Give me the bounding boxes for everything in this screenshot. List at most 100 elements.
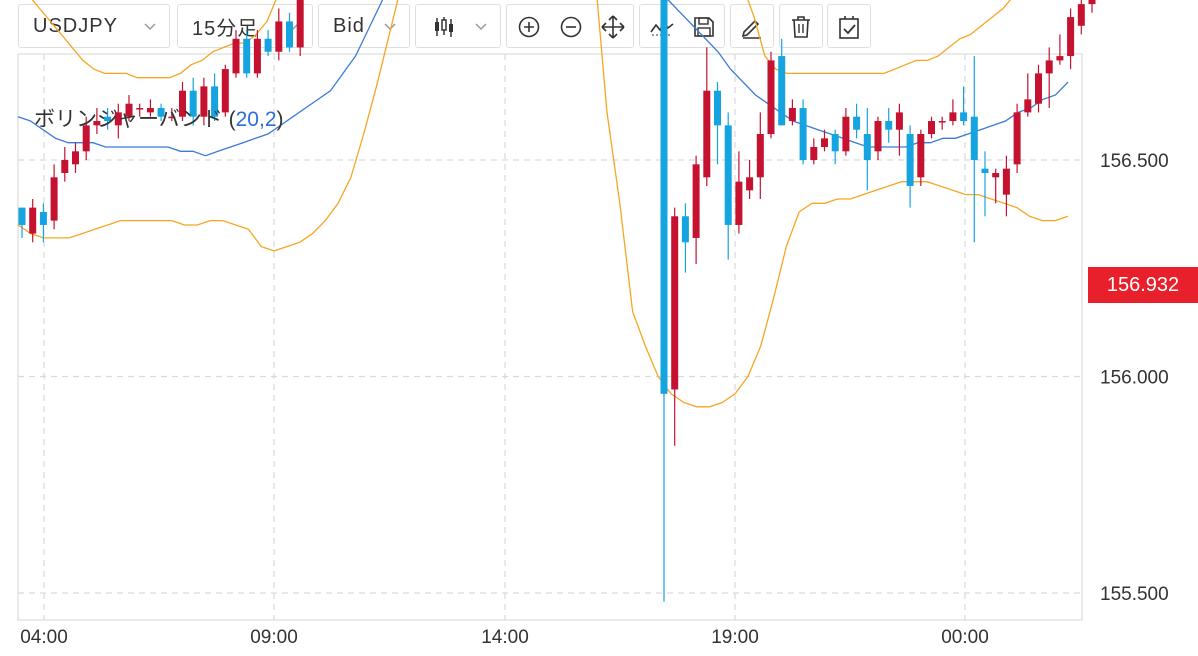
toolbar: USDJPY 15分足 Bid bbox=[0, 0, 1198, 54]
candle-body bbox=[157, 108, 165, 117]
candle-body bbox=[286, 21, 293, 48]
grid-lines bbox=[18, 54, 1082, 620]
candle-body bbox=[146, 108, 154, 113]
candle-body bbox=[253, 38, 261, 74]
zoom-in-icon bbox=[518, 16, 540, 38]
candle-body bbox=[917, 134, 925, 178]
indicator-legend[interactable]: ボリンジャーバンド (20,2) bbox=[34, 108, 284, 131]
x-tick-label: 19:00 bbox=[711, 627, 759, 648]
x-tick-label: 04:00 bbox=[20, 627, 68, 648]
indicator-save-group bbox=[639, 4, 725, 48]
candle-body bbox=[970, 116, 978, 160]
clipboard-wrap bbox=[829, 7, 869, 47]
candle-body bbox=[1035, 73, 1042, 104]
candle-body bbox=[1045, 60, 1053, 74]
timeframe-label: 15分足 bbox=[192, 17, 259, 40]
candle-body bbox=[168, 116, 176, 119]
pencil-wrap bbox=[732, 7, 772, 47]
delete-button[interactable] bbox=[779, 4, 823, 48]
candle-body bbox=[1002, 168, 1010, 195]
candle-body bbox=[778, 56, 786, 126]
candle-body bbox=[960, 112, 968, 122]
candle-body bbox=[211, 86, 219, 117]
candle-body bbox=[928, 121, 935, 135]
candle-body bbox=[831, 134, 839, 152]
candle-body bbox=[660, 0, 668, 394]
candle-body bbox=[114, 112, 122, 126]
candle-body bbox=[1013, 112, 1021, 165]
candle-body bbox=[724, 125, 732, 225]
candle-body bbox=[296, 0, 304, 48]
candle-body bbox=[874, 121, 882, 152]
y-tick-label: 156.500 bbox=[1100, 151, 1169, 172]
candle-body bbox=[799, 108, 807, 160]
candle-body bbox=[93, 121, 101, 126]
chart-type-select[interactable] bbox=[415, 4, 501, 48]
candle-body bbox=[810, 147, 818, 160]
candle-body bbox=[125, 103, 133, 117]
candle-body bbox=[1067, 17, 1075, 57]
clipboard-check-icon bbox=[839, 16, 859, 39]
x-axis-labels: 04:00 09:00 14:00 19:00 00:00 bbox=[20, 627, 989, 648]
trash-wrap bbox=[781, 7, 821, 47]
candle-body bbox=[853, 116, 861, 130]
save-icon bbox=[694, 17, 714, 37]
candle-body bbox=[671, 216, 679, 390]
candle-body bbox=[703, 90, 711, 178]
candle-body bbox=[692, 164, 700, 238]
bollinger-lower-line bbox=[17, 0, 1069, 408]
y-tick-label: 156.000 bbox=[1100, 368, 1169, 389]
indicator-name: ボリンジャーバンド bbox=[34, 108, 223, 131]
candle-body bbox=[39, 211, 47, 225]
zoom-out-icon bbox=[560, 16, 582, 38]
symbol-label: USDJPY bbox=[33, 14, 118, 37]
candle-body bbox=[264, 38, 272, 52]
x-tick-label: 14:00 bbox=[481, 627, 529, 648]
candle-body bbox=[767, 60, 775, 135]
candle-body bbox=[906, 134, 914, 186]
candle-body bbox=[895, 112, 903, 130]
candle-body bbox=[788, 108, 796, 122]
zoom-in-button[interactable] bbox=[509, 7, 549, 47]
candle-body bbox=[200, 86, 208, 117]
candle-body bbox=[756, 134, 764, 178]
candle-body bbox=[18, 207, 26, 225]
x-tick-label: 09:00 bbox=[250, 627, 298, 648]
candle-body bbox=[1056, 56, 1064, 61]
x-tick-label: 00:00 bbox=[941, 627, 989, 648]
zoom-out-button[interactable] bbox=[551, 7, 591, 47]
checklist-button[interactable] bbox=[827, 4, 871, 48]
trash-icon bbox=[792, 16, 810, 38]
candle-body bbox=[136, 108, 144, 110]
save-button[interactable] bbox=[684, 7, 724, 47]
candle-body bbox=[104, 116, 112, 122]
candle-body bbox=[1077, 4, 1085, 26]
candle-body bbox=[179, 90, 186, 117]
move-button[interactable] bbox=[593, 7, 633, 47]
candle-body bbox=[681, 216, 689, 243]
candle-body bbox=[221, 69, 229, 113]
candlestick-icon bbox=[435, 17, 453, 37]
candle-body bbox=[1024, 99, 1032, 113]
symbol-select[interactable]: USDJPY bbox=[18, 4, 170, 48]
pencil-icon bbox=[741, 19, 761, 39]
candle-body bbox=[243, 38, 251, 74]
candle-body bbox=[885, 121, 893, 130]
candle-body bbox=[72, 151, 79, 165]
bollinger-bands bbox=[17, 0, 1069, 408]
candle-body bbox=[232, 38, 240, 74]
candlesticks bbox=[18, 0, 1096, 602]
candle-body bbox=[189, 90, 197, 117]
bollinger-upper-line bbox=[31, 0, 1012, 79]
move-icon bbox=[601, 15, 625, 39]
plot-area bbox=[17, 53, 1083, 621]
chevron-down-icon bbox=[144, 23, 156, 31]
candle-body bbox=[735, 181, 743, 225]
candle-body bbox=[981, 168, 989, 173]
candle-body bbox=[949, 112, 957, 122]
candle-body bbox=[714, 90, 721, 126]
bollinger-middle-line bbox=[17, 0, 1069, 157]
candle-body bbox=[61, 160, 69, 173]
